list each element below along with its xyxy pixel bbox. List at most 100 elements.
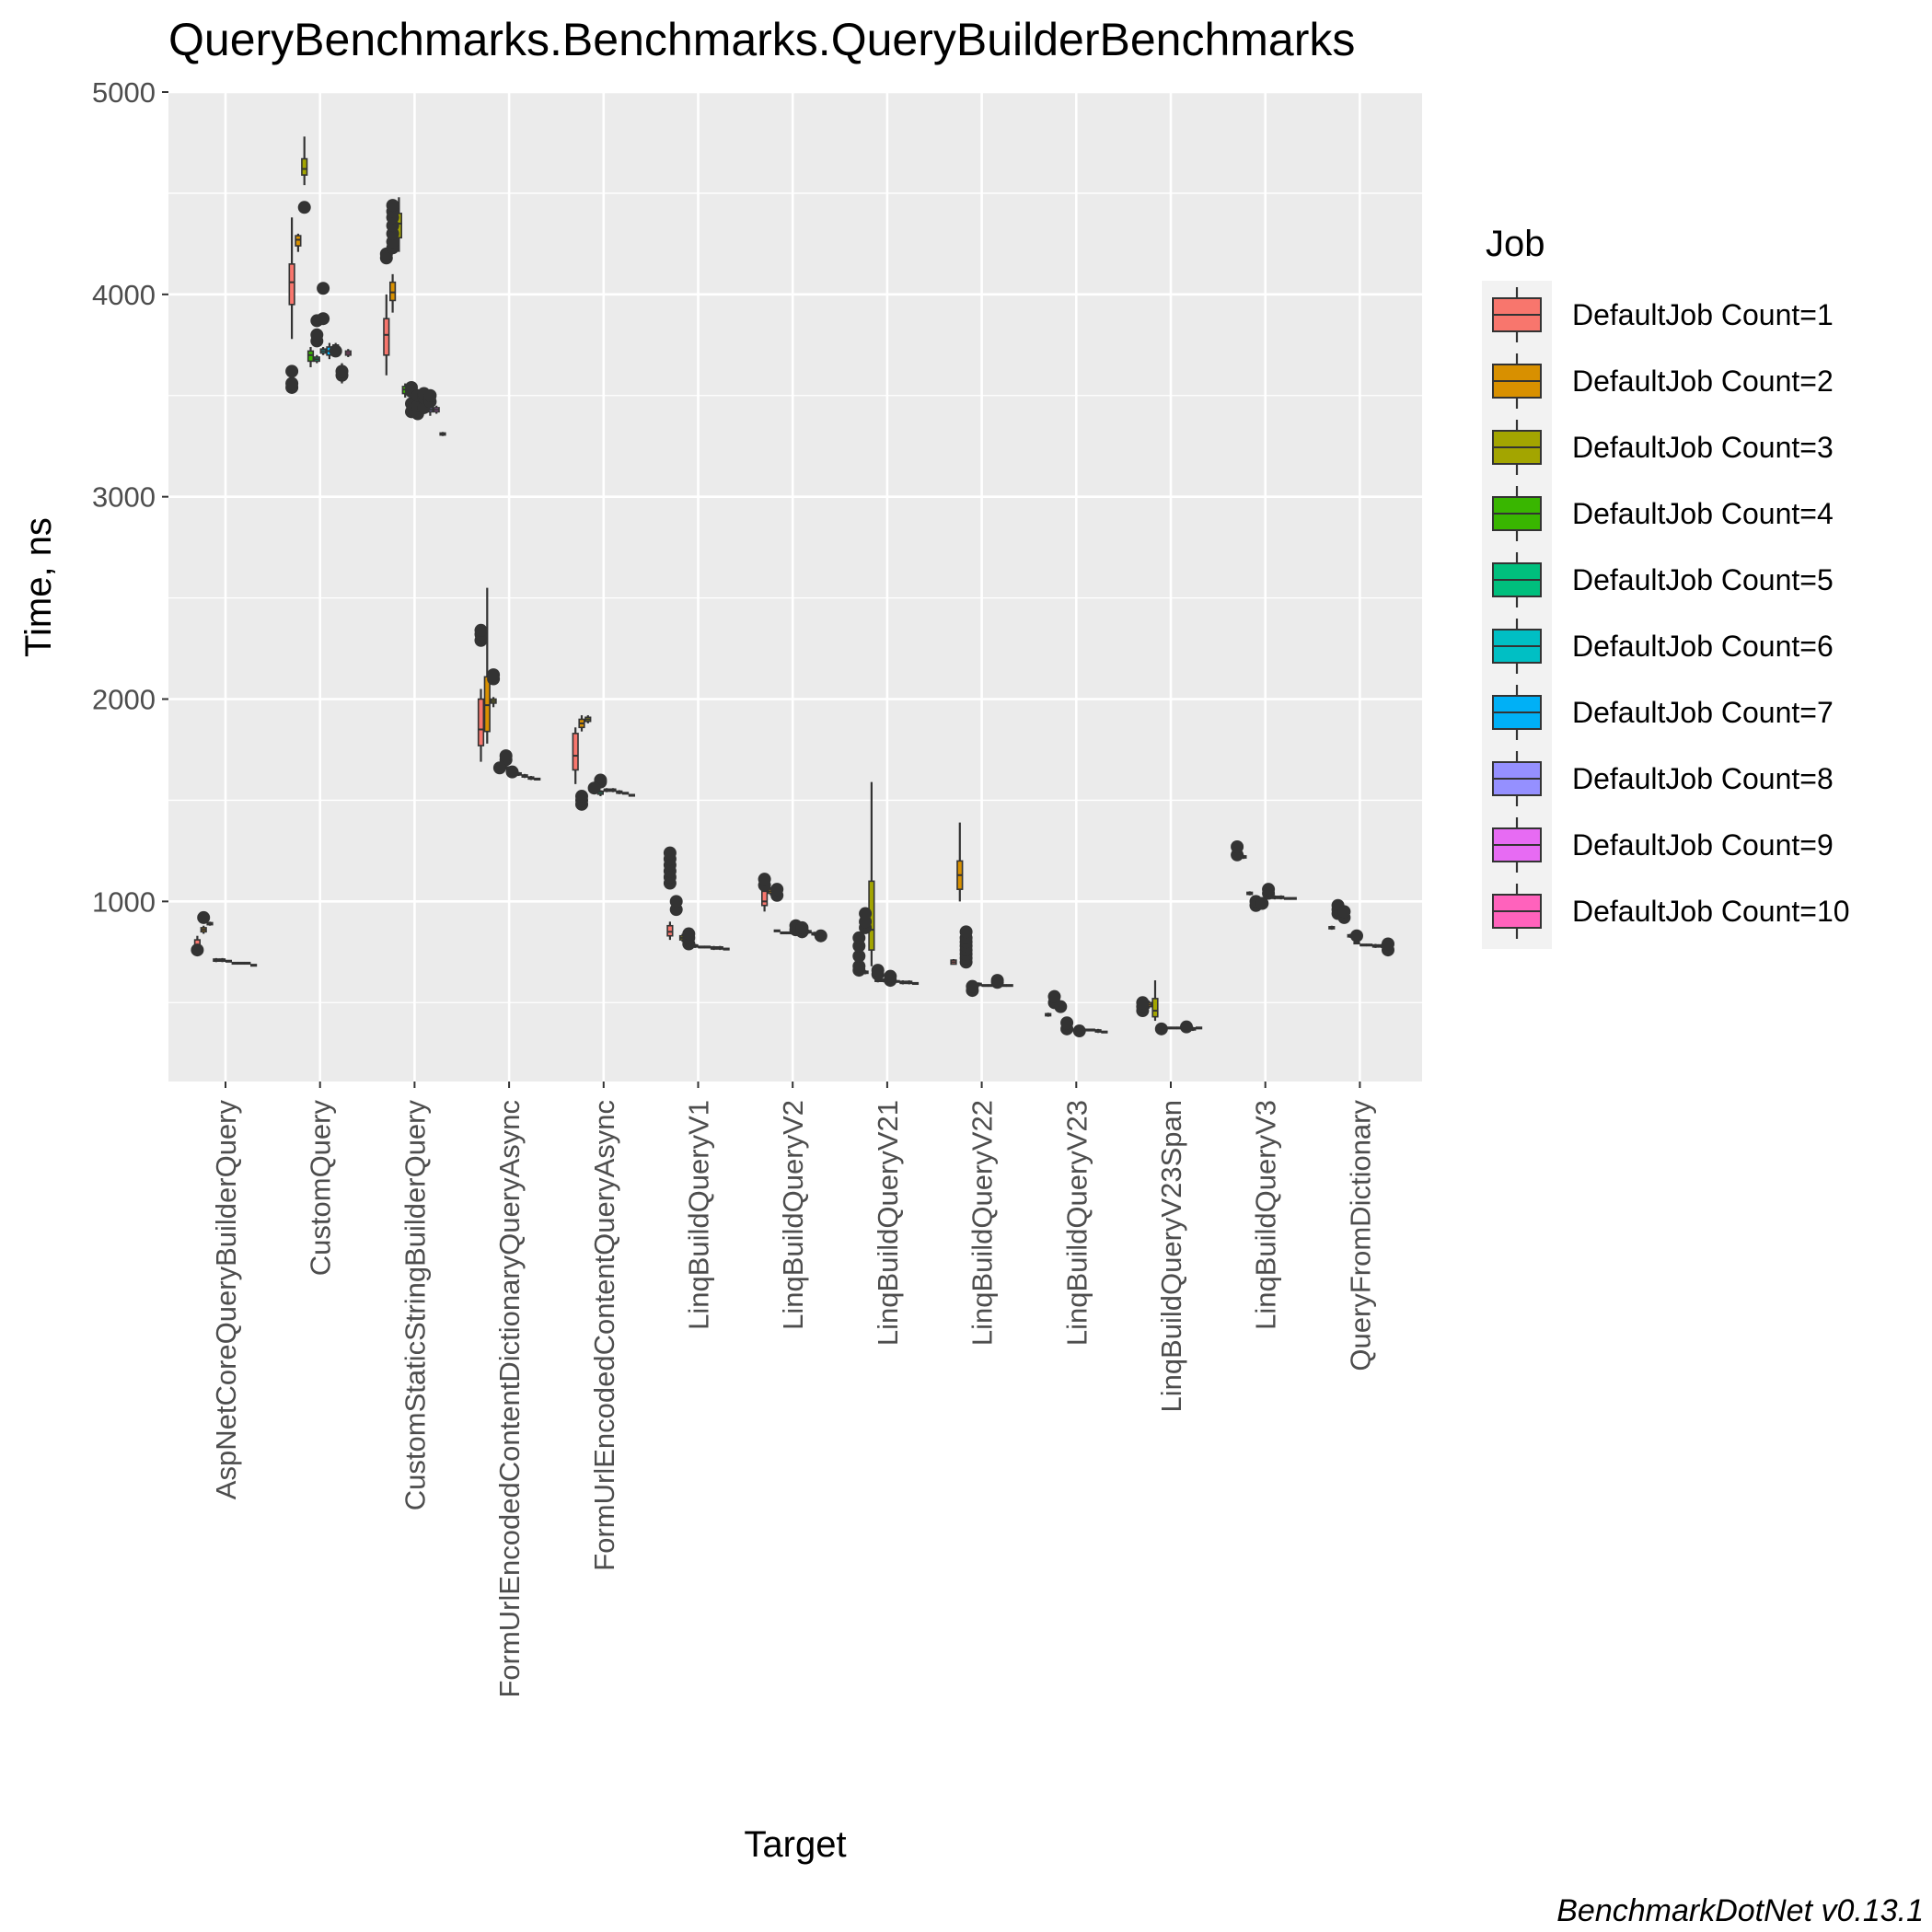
legend-title: Job [1486,224,1545,264]
x-axis: AspNetCoreQueryBuilderQuery CustomQuery Cu… [210,1082,1376,1698]
box-body [388,281,397,302]
x-tick-label: LinqBuildQueryV22 [966,1100,999,1346]
y-tick-label: 4000 [92,279,156,311]
legend-label: DefaultJob Count=4 [1572,497,1834,530]
outlier-point [663,846,677,860]
legend: Job DefaultJob Count=1 DefaultJob Count=2… [1482,224,1850,949]
box [237,961,245,966]
outlier-point [959,925,973,939]
legend-item: DefaultJob Count=3 [1492,420,1834,475]
x-tick-label: LinqBuildQueryV2 [777,1100,809,1330]
outlier-point [474,623,488,637]
box [244,961,251,966]
box [950,958,957,966]
legend-item: DefaultJob Count=6 [1492,619,1834,674]
box-body [288,263,295,306]
box [490,697,497,708]
box [981,984,989,988]
outlier-point [197,910,211,924]
box [433,405,440,414]
box [628,793,635,797]
plot-panel [168,92,1422,1082]
box [200,925,207,934]
box [1246,891,1254,896]
grid-lines [168,90,1422,1082]
outlier-point [423,388,437,402]
y-tick-label: 2000 [92,684,156,716]
box [578,715,585,732]
box [225,959,233,963]
outlier-point [1136,996,1150,1010]
outlier-point [1382,937,1394,951]
x-tick-label: LinqBuildQueryV21 [872,1100,904,1346]
legend-item: DefaultJob Count=5 [1492,552,1834,607]
box [616,790,623,794]
x-tick-label: LinqBuildQueryV23 [1060,1100,1093,1346]
box [301,136,308,186]
outlier-point [871,964,885,978]
box [584,715,592,723]
chart-caption: BenchmarkDotNet v0.13.1 [1556,1893,1924,1928]
box [213,957,220,963]
outlier-point [587,781,601,795]
box-body [760,890,769,907]
outlier-point [499,749,513,763]
x-tick-label: AspNetCoreQueryBuilderQuery [210,1100,242,1500]
box [383,294,390,376]
legend-item: DefaultJob Count=2 [1492,353,1834,409]
box [1170,1026,1177,1030]
box [1094,1028,1102,1034]
box [911,981,920,986]
box [521,773,528,779]
outlier-point [505,765,519,779]
box [1151,980,1159,1022]
outlier-point [1255,897,1269,910]
outlier-point [1350,929,1363,943]
box [219,957,226,963]
box [698,945,705,949]
box [1371,943,1379,948]
box-body [301,157,308,176]
box [231,961,238,966]
box [477,688,485,762]
x-tick-label: LinqBuildQueryV1 [683,1100,715,1330]
outlier-point [492,761,506,775]
box [1366,943,1373,947]
y-axis-title: Time, ns [18,517,59,657]
legend-item: DefaultJob Count=4 [1492,486,1834,541]
legend-label: DefaultJob Count=5 [1572,563,1834,596]
outlier-point [386,199,399,213]
box-body [307,350,315,363]
legend-item: DefaultJob Count=9 [1492,817,1834,873]
box [439,432,446,436]
outlier-point [329,344,342,358]
box [483,587,491,744]
legend-label: DefaultJob Count=2 [1572,364,1834,398]
box [527,776,535,781]
box [249,964,258,967]
box-body [383,318,390,356]
outlier-point [575,790,588,804]
box-body [1151,998,1159,1018]
box [773,929,781,932]
outlier-point [335,364,349,378]
outlier-point [795,920,809,934]
x-tick-label: CustomQuery [305,1100,337,1277]
legend-label: DefaultJob Count=7 [1572,696,1834,729]
box [295,233,302,252]
outlier-point [1047,989,1061,1003]
box [710,945,718,951]
box-body [295,235,302,247]
box-body [477,698,485,746]
box [666,921,674,941]
outlier-point [1231,839,1244,853]
outlier-point [1054,1000,1068,1013]
box [716,945,723,951]
y-tick-label: 5000 [92,76,156,109]
x-axis-title: Target [744,1824,846,1865]
box [1290,897,1297,900]
box [956,822,964,902]
box [906,980,913,985]
y-axis: 1000 2000 3000 4000 5000 [92,76,168,918]
legend-label: DefaultJob Count=10 [1572,895,1850,928]
